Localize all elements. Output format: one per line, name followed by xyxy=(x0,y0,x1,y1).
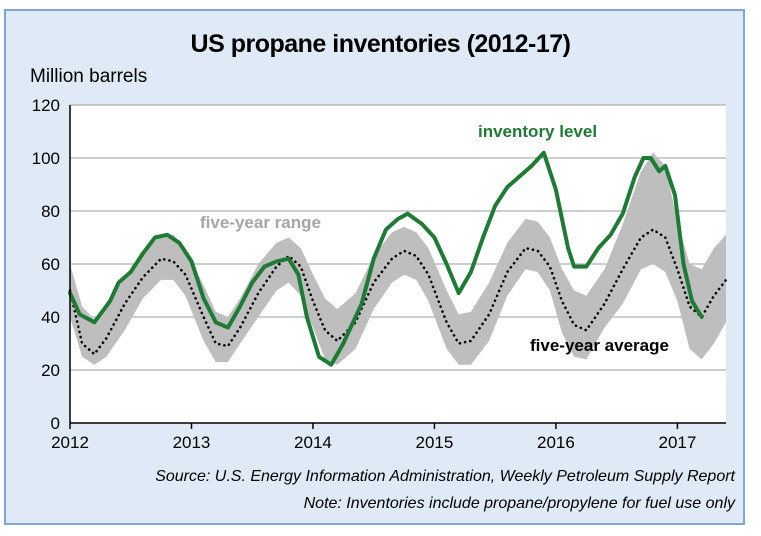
x-tick-label: 2016 xyxy=(537,433,575,452)
y-tick-label: 80 xyxy=(41,202,60,221)
five-year-range-band xyxy=(70,152,726,365)
y-tick-label: 40 xyxy=(41,308,60,327)
y-tick-label: 100 xyxy=(32,149,60,168)
chart-title: US propane inventories (2012-17) xyxy=(190,30,571,58)
x-tick-label: 2012 xyxy=(51,433,89,452)
y-tick-label: 60 xyxy=(41,255,60,274)
x-tick-label: 2017 xyxy=(658,433,696,452)
inventory-level-line xyxy=(68,150,704,367)
y-tick-label: 120 xyxy=(32,96,60,115)
x-tick-label: 2015 xyxy=(416,433,454,452)
five-year-range-label: five-year range xyxy=(200,213,321,232)
x-tick-label: 2014 xyxy=(294,433,332,452)
x-tick-label: 2013 xyxy=(173,433,211,452)
source-note: Source: U.S. Energy Information Administ… xyxy=(155,468,735,485)
inventory-level-label: inventory level xyxy=(478,122,597,141)
footnote: Note: Inventories include propane/propyl… xyxy=(303,495,735,512)
y-tick-label: 0 xyxy=(51,414,60,433)
five-year-average-line xyxy=(68,228,728,356)
y-axis-label: Million barrels xyxy=(30,66,148,87)
five-year-average-label: five-year average xyxy=(530,336,669,355)
y-tick-label: 20 xyxy=(41,361,60,380)
